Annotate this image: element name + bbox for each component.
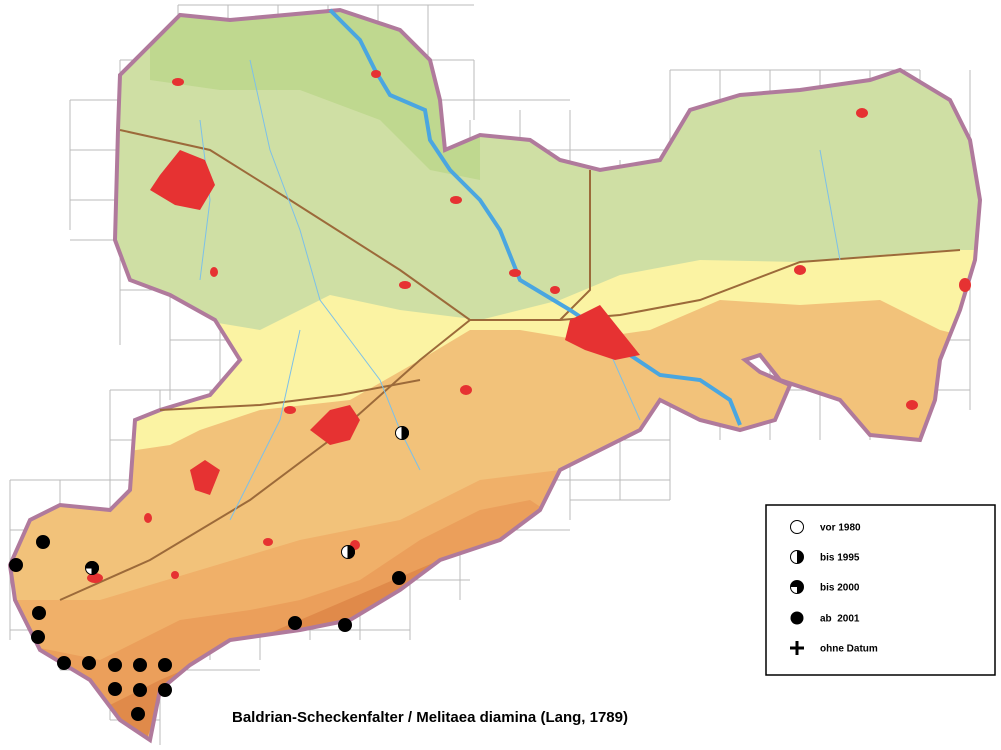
legend-label: bis 1995 [820, 553, 860, 564]
legend: vor 1980 bis 1995 bis 2000 ab 2001 ohne … [765, 504, 996, 676]
roads [59, 129, 961, 601]
cities [87, 70, 971, 583]
legend-label: bis 2000 [820, 583, 860, 594]
border [7, 7, 983, 744]
legend-label: ab 2001 [820, 614, 860, 625]
map-title: Baldrian-Scheckenfalter / Melitaea diami… [232, 709, 628, 726]
records [9, 425, 409, 721]
rivers [199, 8, 841, 521]
legend-label: vor 1980 [820, 523, 861, 534]
legend-label: ohne Datum [820, 644, 878, 655]
